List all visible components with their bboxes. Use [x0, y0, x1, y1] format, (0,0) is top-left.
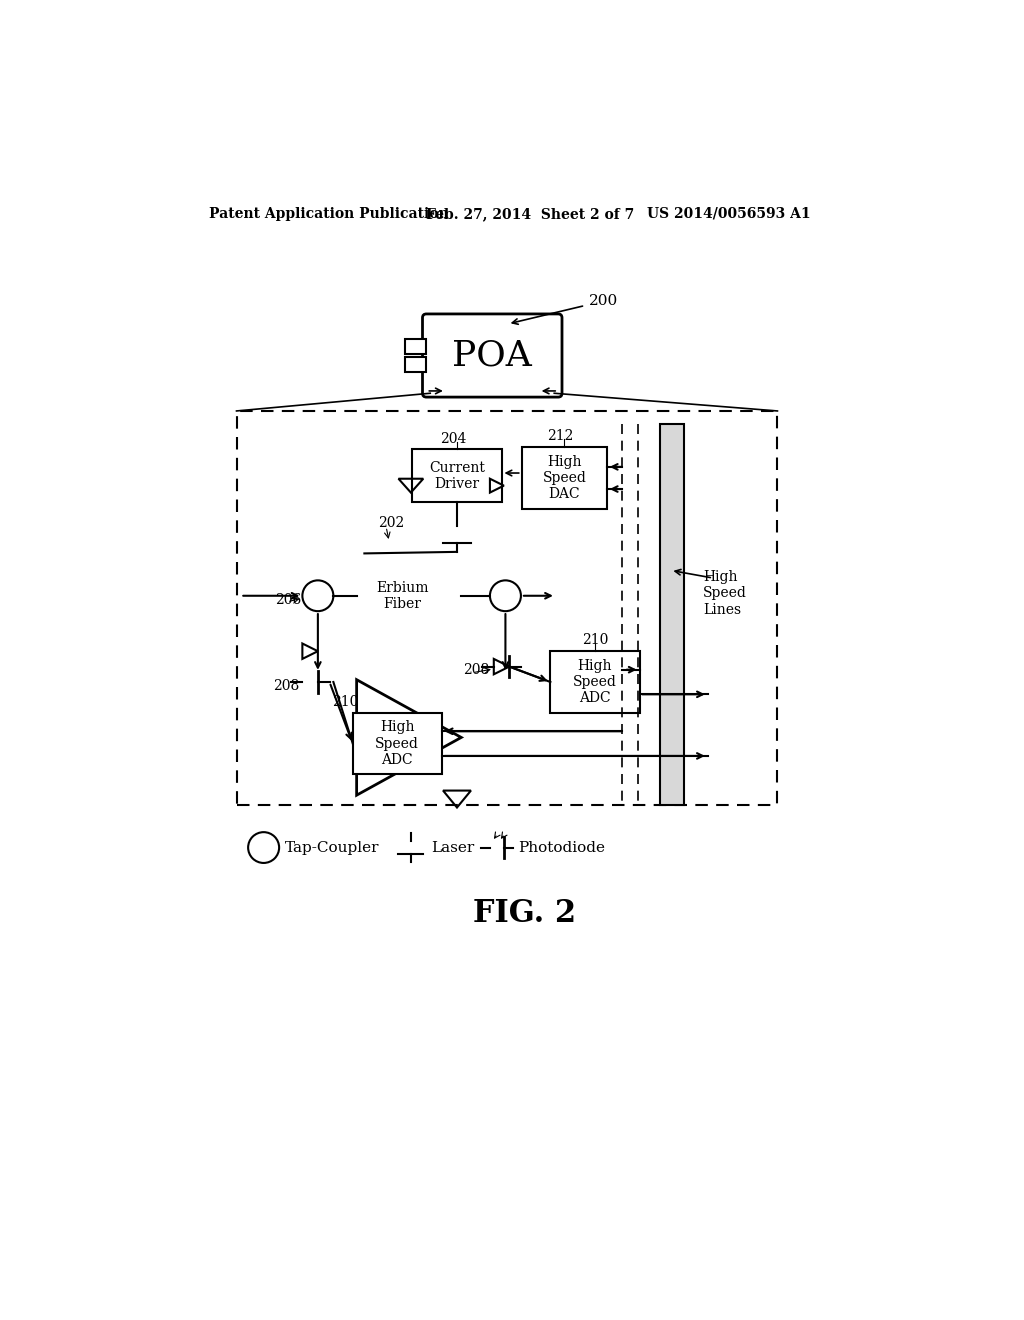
Text: US 2014/0056593 A1: US 2014/0056593 A1 [647, 207, 811, 220]
Text: Laser: Laser [431, 841, 474, 854]
Bar [550, 651, 640, 713]
Text: 208: 208 [463, 664, 489, 677]
Text: 202: 202 [378, 516, 404, 529]
Text: Patent Application Publication: Patent Application Publication [209, 207, 449, 220]
FancyBboxPatch shape [423, 314, 562, 397]
Text: High
Speed
Lines: High Speed Lines [703, 570, 746, 616]
Text: High
Speed
ADC: High Speed ADC [376, 721, 419, 767]
Text: 208: 208 [273, 678, 299, 693]
Text: Feb. 27, 2014  Sheet 2 of 7: Feb. 27, 2014 Sheet 2 of 7 [426, 207, 635, 220]
Bar [521, 447, 607, 508]
Text: 210: 210 [332, 696, 358, 709]
Text: 204: 204 [440, 432, 466, 446]
Text: POA: POA [453, 338, 532, 372]
Bar [404, 339, 426, 354]
Text: 212: 212 [547, 429, 573, 444]
Bar [413, 450, 502, 502]
Text: Current
Driver: Current Driver [429, 461, 485, 491]
Text: FIG. 2: FIG. 2 [473, 898, 577, 928]
Bar [659, 424, 684, 805]
Bar [237, 411, 777, 805]
Text: High
Speed
ADC: High Speed ADC [573, 659, 616, 705]
Text: Erbium
Fiber: Erbium Fiber [377, 581, 429, 611]
Text: 210: 210 [582, 634, 608, 647]
Text: High
Speed
DAC: High Speed DAC [543, 455, 587, 502]
Bar [404, 358, 426, 372]
Text: 206: 206 [275, 593, 301, 607]
Text: Tap-Coupler: Tap-Coupler [286, 841, 380, 854]
Text: Photodiode: Photodiode [518, 841, 605, 854]
Bar [352, 713, 442, 775]
Text: 200: 200 [589, 294, 618, 308]
